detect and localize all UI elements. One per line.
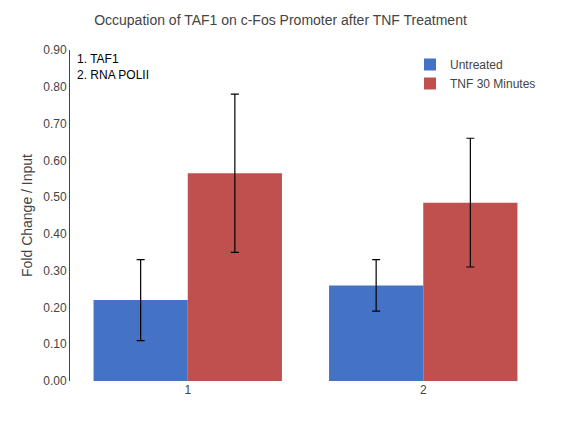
svg-text:1. TAF12. RNA POLII: 1. TAF12. RNA POLII xyxy=(77,52,149,82)
svg-text:TNF 30 Minutes: TNF 30 Minutes xyxy=(450,77,535,91)
svg-text:0.20: 0.20 xyxy=(43,301,67,315)
svg-text:Untreated: Untreated xyxy=(450,58,503,72)
svg-text:2: 2 xyxy=(420,383,427,397)
svg-text:Occupation of TAF1 on c-Fos Pr: Occupation of TAF1 on c-Fos Promoter aft… xyxy=(94,12,467,28)
svg-text:1: 1 xyxy=(184,383,191,397)
svg-text:0.10: 0.10 xyxy=(43,337,67,351)
svg-text:0.70: 0.70 xyxy=(43,117,67,131)
svg-text:0.90: 0.90 xyxy=(43,43,67,57)
svg-text:0.00: 0.00 xyxy=(43,374,67,388)
svg-text:0.30: 0.30 xyxy=(43,264,67,278)
svg-text:0.60: 0.60 xyxy=(43,154,67,168)
svg-text:0.80: 0.80 xyxy=(43,80,67,94)
svg-text:0.50: 0.50 xyxy=(43,190,67,204)
svg-text:0.40: 0.40 xyxy=(43,227,67,241)
svg-text:Fold Change / Input: Fold Change / Input xyxy=(19,154,35,277)
